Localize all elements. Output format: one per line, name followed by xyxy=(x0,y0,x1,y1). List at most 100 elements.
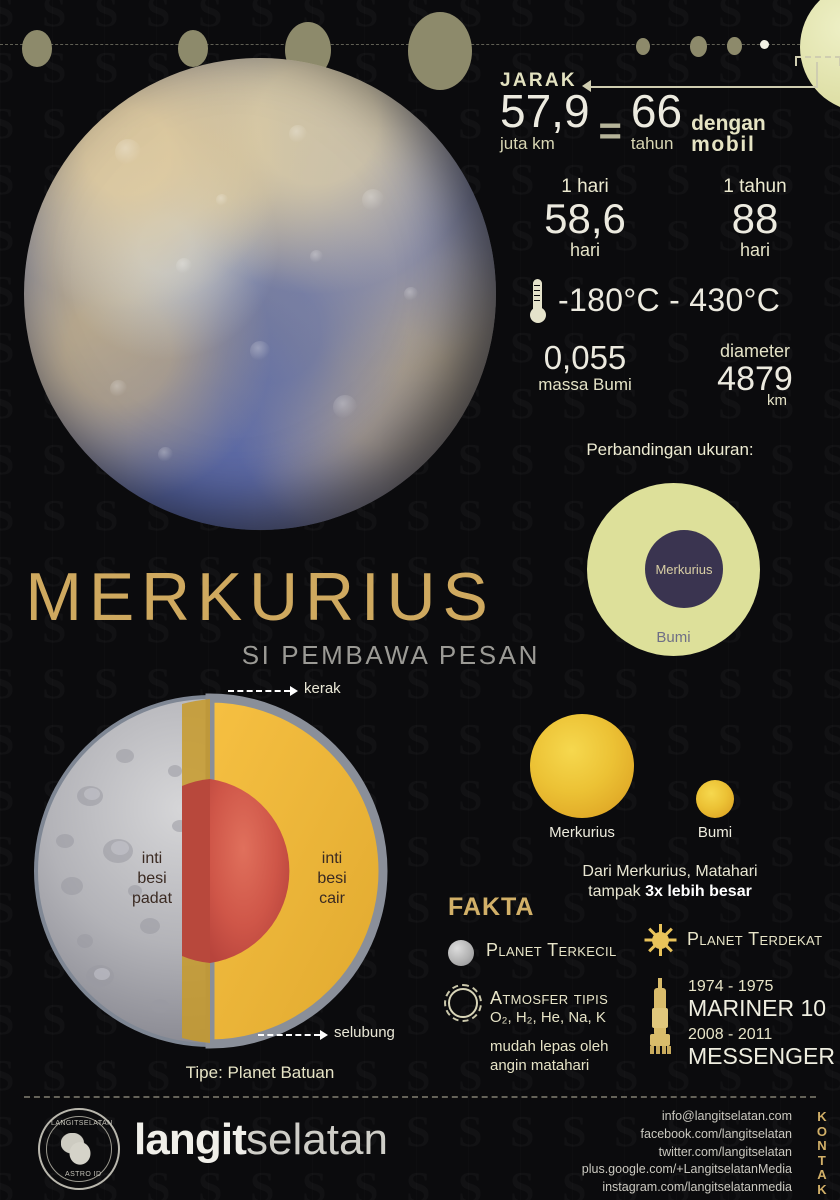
planet-crater-8 xyxy=(216,193,229,206)
sun-note-emphasis: 3x lebih besar xyxy=(645,883,752,900)
sun-from-earth xyxy=(696,780,734,818)
mercury-planet-image xyxy=(24,58,496,530)
planet-type-line: Tipe: Planet Batuan xyxy=(185,1063,335,1082)
revolution-value: 88 xyxy=(731,194,779,242)
mantle-label: selubung xyxy=(334,1024,395,1041)
inner-core-line1: inti xyxy=(142,850,162,867)
sun-from-mercury xyxy=(530,714,634,818)
inner-core-line3: padat xyxy=(132,890,173,907)
outer-core-line2: besi xyxy=(317,870,346,887)
solar-planet-dot-1 xyxy=(178,30,208,67)
fact-closest-label: Planet Terdekat xyxy=(687,929,823,949)
sun-note-line1: Dari Merkurius, Matahari xyxy=(582,863,758,880)
leader-arrowhead xyxy=(582,80,591,92)
contact-line-1[interactable]: facebook.com/langitselatan xyxy=(640,1126,792,1141)
watermark-letter: S xyxy=(0,270,14,314)
watermark-letter: S xyxy=(458,494,482,538)
equals-sign: = xyxy=(598,108,622,153)
seal-bottom-text: ASTRO ID xyxy=(65,1171,102,1178)
watermark-letter: S xyxy=(0,438,14,482)
earth-size-label: Bumi xyxy=(656,629,691,646)
distance-unit: juta km xyxy=(500,133,555,153)
fact-atmosphere-composition: O₂, H₂, He, Na, K xyxy=(490,1009,606,1026)
contact-line-4[interactable]: instagram.com/langitselatanmedia xyxy=(602,1180,792,1194)
watermark-letter: S xyxy=(614,1054,638,1098)
mass-stat: 0,055 massa Bumi xyxy=(500,340,670,409)
small-planet-icon xyxy=(448,940,474,966)
watermark-letter: S xyxy=(614,998,638,1042)
rotation-stat: 1 hari 58,6 hari xyxy=(500,176,670,261)
watermark-letter: S xyxy=(250,1166,274,1200)
watermark-letter: S xyxy=(0,718,14,762)
kontak-letter: K xyxy=(817,1109,828,1124)
solar-planet-dot-4 xyxy=(636,38,650,56)
watermark-letter: S xyxy=(0,214,14,258)
brand-wordmark: langitselatan xyxy=(134,1118,388,1162)
outer-core-line3: cair xyxy=(319,890,345,907)
facts-title: FAKTA xyxy=(448,893,535,921)
planet-crater-5 xyxy=(109,379,127,397)
watermark-letter: S xyxy=(406,1166,430,1200)
size-comparison-title: Perbandingan ukuran: xyxy=(586,440,754,459)
planet-crater-1 xyxy=(288,124,307,143)
rocket-icon xyxy=(648,978,672,1054)
kontak-letter: A xyxy=(817,1167,828,1183)
watermark-letter: S xyxy=(94,494,118,538)
watermark-letter: S xyxy=(0,1166,14,1200)
diameter-unit: km xyxy=(767,391,787,409)
sun-icon xyxy=(644,924,677,956)
langitselatan-seal-logo: LANGITSELATAN ASTRO ID xyxy=(38,1108,120,1190)
sun-note-line2: tampak 3x lebih besar xyxy=(500,882,840,902)
distance-value: 57,9 xyxy=(500,85,590,137)
watermark-letter: S xyxy=(770,606,794,650)
watermark-letter: S xyxy=(822,550,840,594)
rotation-value: 58,6 xyxy=(544,194,626,242)
facts-section: FAKTA Planet Terkecil Atmosfer tipis O₂,… xyxy=(444,893,617,1076)
fact-atmosphere-note2: angin matahari xyxy=(490,1056,590,1074)
contact-list: info@langitselatan.com facebook.com/lang… xyxy=(582,1108,792,1197)
watermark-letter: S xyxy=(42,102,66,146)
page-title: MERKURIUS xyxy=(25,559,495,635)
brand-thin: selatan xyxy=(246,1115,388,1164)
sun-size-note: Dari Merkurius, Matahari tampak 3x lebih… xyxy=(500,862,840,902)
fact-atmosphere-note1: mudah lepas oleh xyxy=(490,1038,609,1055)
watermark-letter: S xyxy=(42,494,66,538)
solar-planet-dot-6 xyxy=(727,37,742,56)
distance-row: 57,9 juta km = 66 tahun dengan mobil xyxy=(500,85,840,158)
fact-smallest-label: Planet Terkecil xyxy=(486,940,617,960)
watermark-letter: S xyxy=(0,774,14,818)
watermark-letter: S xyxy=(0,158,14,202)
planet-crater-10 xyxy=(310,249,324,263)
stats-panel: JARAK 57,9 juta km = 66 tahun dengan mob… xyxy=(500,70,840,409)
watermark-letter: S xyxy=(510,494,534,538)
solar-planet-dot-3 xyxy=(408,12,472,91)
watermark-letter: S xyxy=(406,494,430,538)
watermark-letter: S xyxy=(198,1166,222,1200)
watermark-letter: S xyxy=(770,550,794,594)
mercury-size-label: Merkurius xyxy=(655,561,713,577)
travel-time-unit: tahun xyxy=(630,133,674,153)
watermark-letter: S xyxy=(0,1110,14,1154)
period-row: 1 hari 58,6 hari 1 tahun 88 hari xyxy=(500,176,840,261)
rotation-unit: hari xyxy=(569,239,600,260)
revolution-caption: 1 tahun xyxy=(723,175,787,197)
watermark-letter: S xyxy=(0,942,14,986)
diameter-stat: diameter 4879 km xyxy=(670,341,840,409)
mantle-arrowhead xyxy=(320,1030,328,1040)
watermark-letter: S xyxy=(354,1166,378,1200)
watermark-letter: S xyxy=(822,494,840,538)
contact-line-2[interactable]: twitter.com/langitselatan xyxy=(658,1144,792,1159)
solar-planet-dot-mercury xyxy=(760,40,769,49)
contact-line-0[interactable]: info@langitselatan.com xyxy=(661,1109,792,1123)
sun-note-prefix: tampak xyxy=(588,883,646,900)
solar-planet-dot-5 xyxy=(690,36,707,57)
kontak-letter: K xyxy=(817,1181,828,1197)
outer-core-line1: inti xyxy=(322,850,342,867)
watermark-letter: S xyxy=(146,1166,170,1200)
crust-leader-line xyxy=(228,690,290,692)
watermark-letter: S xyxy=(822,606,840,650)
contact-line-3[interactable]: plus.google.com/+LangitselatanMedia xyxy=(581,1162,792,1177)
kontak-letter: O xyxy=(816,1123,828,1139)
